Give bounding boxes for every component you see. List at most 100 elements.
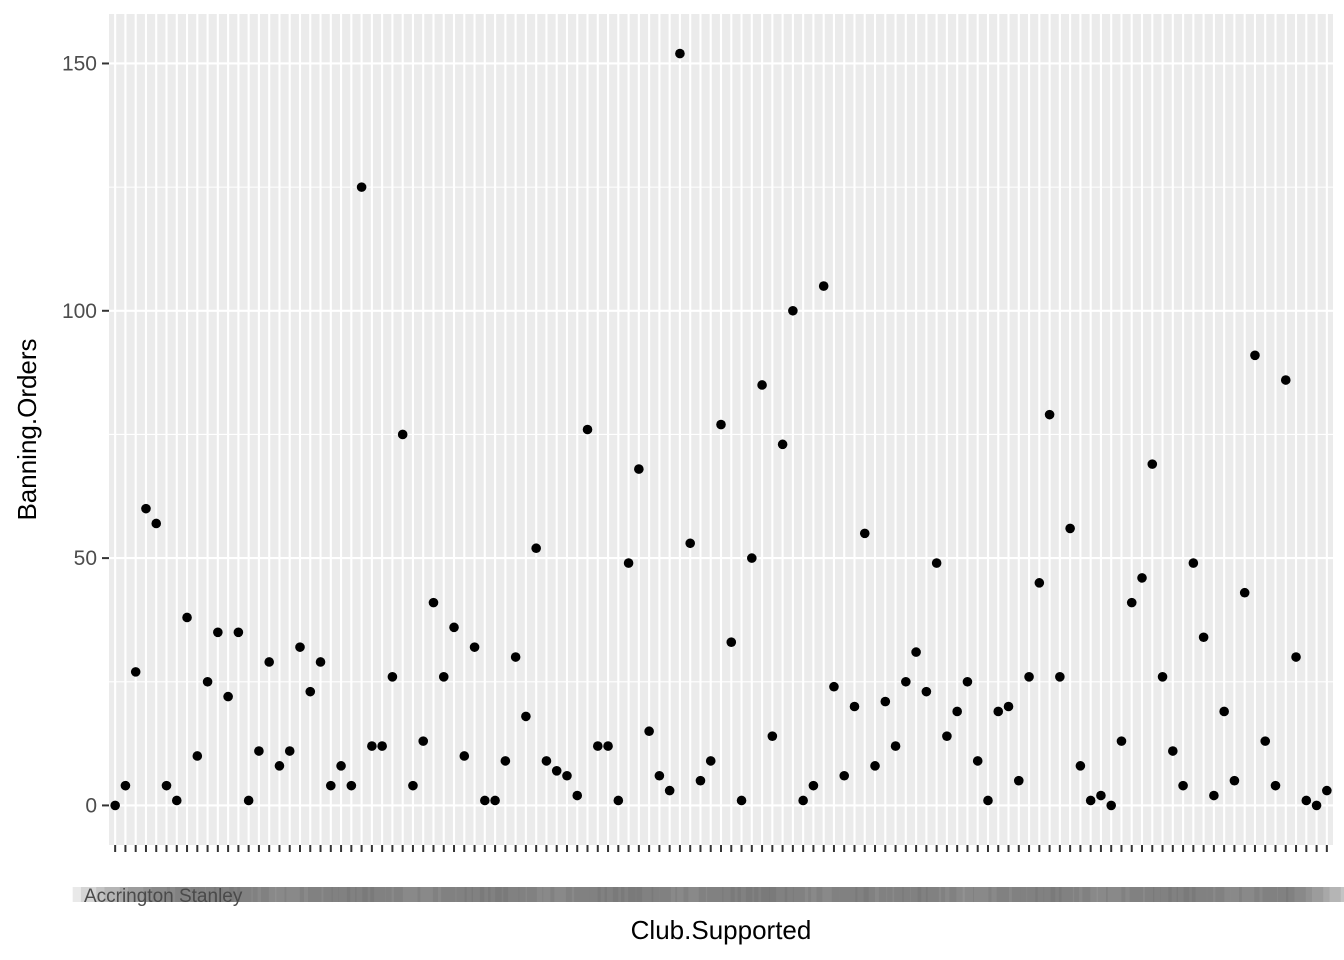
data-point: [408, 780, 418, 791]
data-point: [1188, 558, 1199, 568]
data-point: [1096, 790, 1106, 801]
x-tick-label-overlap: [1254, 887, 1344, 902]
x-tick-label-overlap: [198, 887, 258, 902]
x-tick-label-overlap: [1027, 887, 1155, 902]
data-point: [962, 676, 973, 687]
data-point: [521, 711, 531, 722]
x-tick-label-overlap: [925, 887, 1009, 902]
data-point: [1250, 350, 1260, 361]
x-tick-label-overlap: [72, 887, 199, 902]
x-tick-label-overlap: [252, 887, 368, 902]
x-tick-label-overlap: [941, 887, 1056, 902]
data-point: [1280, 375, 1291, 385]
x-tick-label-overlap: [659, 887, 741, 902]
x-tick-label-overlap: [628, 887, 753, 902]
data-point: [1219, 706, 1229, 717]
data-point: [1116, 736, 1127, 746]
data-point: [1209, 790, 1219, 801]
data-point: [1168, 746, 1178, 756]
data-point: [110, 800, 120, 811]
data-point: [952, 706, 962, 717]
y-tick-label: 50: [74, 547, 97, 570]
x-tick-label-overlap: [104, 887, 188, 902]
data-point: [798, 795, 808, 806]
data-point: [315, 657, 326, 667]
x-tick-label-overlap: [574, 887, 643, 902]
x-tick-label-overlap: [996, 887, 1062, 902]
data-point: [634, 464, 644, 474]
data-point: [295, 642, 305, 652]
data-point: [182, 612, 192, 623]
x-tick-label-overlap: [683, 887, 759, 902]
data-point: [500, 756, 511, 766]
x-tick-label-overlap: [816, 887, 893, 902]
x-tick-label-overlap: [769, 887, 858, 902]
x-tick-label-overlap: [737, 887, 869, 902]
data-point: [880, 696, 891, 707]
data-point: [418, 736, 429, 746]
x-tick-label-overlap: [917, 887, 1038, 902]
data-point: [367, 741, 377, 751]
data-point: [695, 775, 706, 786]
x-tick-label-overlap: [1207, 887, 1324, 902]
x-tick-label-overlap: [409, 887, 520, 902]
x-tick-label-overlap: [370, 887, 456, 902]
x-tick-label-overlap: [1176, 887, 1231, 902]
x-tick-label-overlap: [299, 887, 403, 902]
x-tick-label-overlap: [276, 887, 386, 902]
x-tick-label-overlap: [479, 887, 572, 902]
data-point: [592, 741, 603, 751]
data-point: [490, 795, 500, 806]
x-tick-label-overlap: [730, 887, 794, 902]
data-point: [1260, 736, 1271, 746]
x-tick-label-overlap: [464, 887, 526, 902]
data-point: [1055, 672, 1065, 682]
data-point: [1322, 785, 1332, 796]
gridlines-x: [114, 14, 1328, 845]
x-tick-label-overlap: [1082, 887, 1161, 902]
x-tick-label-overlap: [1035, 887, 1126, 902]
data-point: [1075, 761, 1086, 771]
y-tick-label: 0: [85, 794, 97, 817]
x-tick-label-overlap: [651, 887, 770, 902]
x-tick-label-overlap: [831, 887, 939, 902]
data-point: [716, 419, 726, 430]
data-point: [1106, 800, 1117, 811]
data-point: [777, 439, 788, 450]
x-tick-label-overlap: [1097, 887, 1207, 902]
data-point: [1003, 701, 1014, 712]
x-tick-label-overlap: [471, 887, 601, 902]
data-point: [1137, 573, 1147, 583]
data-point: [993, 706, 1004, 717]
data-point: [1065, 523, 1075, 534]
x-tick-label-overlap: [1262, 887, 1330, 902]
data-point: [870, 761, 880, 771]
x-tick-label-overlap: [213, 887, 304, 902]
data-point: [572, 790, 583, 801]
x-tick-label-overlap: [722, 887, 823, 902]
x-tick-label-overlap: [707, 887, 777, 902]
data-point: [942, 731, 952, 741]
data-point: [438, 672, 449, 682]
x-tick-label-overlap: [949, 887, 1027, 902]
y-axis-title: Banning.Orders: [12, 338, 42, 520]
x-tick-label-overlap: [1230, 887, 1341, 902]
x-tick-label-overlap: [565, 887, 671, 902]
data-point: [202, 676, 213, 687]
data-point: [223, 691, 233, 702]
data-point: [582, 424, 593, 435]
data-point: [346, 780, 357, 791]
x-tick-label-overlap: [840, 887, 911, 902]
y-tick-label: 150: [62, 52, 97, 75]
x-tick-label-overlap: [222, 887, 276, 902]
x-tick-label-overlap: [636, 887, 724, 902]
data-point: [428, 597, 439, 608]
x-tick-label-overlap: [589, 887, 689, 902]
data-point: [1024, 672, 1034, 682]
x-tick-label-overlap: [1058, 887, 1143, 902]
data-point: [603, 741, 613, 751]
x-tick-label-overlap: [1011, 887, 1108, 902]
data-point: [890, 741, 901, 751]
data-point: [151, 518, 162, 529]
x-axis-title: Club.Supported: [631, 915, 812, 945]
